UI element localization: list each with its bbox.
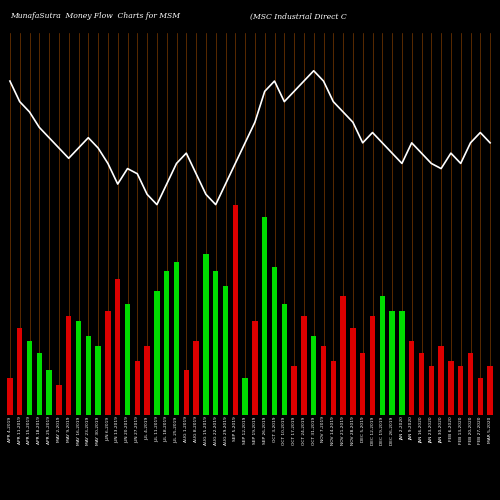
- Bar: [134, 360, 140, 415]
- Bar: [194, 341, 199, 415]
- Bar: [223, 286, 228, 415]
- Bar: [164, 272, 170, 415]
- Text: (MSC Industrial Direct C: (MSC Industrial Direct C: [250, 12, 347, 20]
- Bar: [203, 254, 208, 415]
- Bar: [154, 291, 160, 415]
- Bar: [174, 262, 179, 415]
- Bar: [428, 366, 434, 415]
- Bar: [144, 346, 150, 415]
- Bar: [311, 336, 316, 415]
- Bar: [27, 341, 32, 415]
- Bar: [458, 366, 464, 415]
- Bar: [242, 378, 248, 415]
- Bar: [340, 296, 346, 415]
- Bar: [115, 279, 120, 415]
- Bar: [213, 272, 218, 415]
- Bar: [488, 366, 493, 415]
- Bar: [448, 360, 454, 415]
- Bar: [380, 296, 385, 415]
- Bar: [56, 386, 62, 415]
- Bar: [7, 378, 12, 415]
- Bar: [272, 266, 277, 415]
- Bar: [76, 321, 81, 415]
- Bar: [232, 204, 238, 415]
- Bar: [399, 311, 404, 415]
- Bar: [282, 304, 287, 415]
- Bar: [478, 378, 483, 415]
- Bar: [438, 346, 444, 415]
- Bar: [370, 316, 375, 415]
- Bar: [292, 366, 297, 415]
- Bar: [262, 217, 268, 415]
- Bar: [105, 311, 110, 415]
- Bar: [468, 353, 473, 415]
- Bar: [350, 328, 356, 415]
- Bar: [419, 353, 424, 415]
- Bar: [184, 370, 189, 415]
- Text: MunafaSutra  Money Flow  Charts for MSM: MunafaSutra Money Flow Charts for MSM: [10, 12, 180, 20]
- Bar: [330, 360, 336, 415]
- Bar: [36, 353, 42, 415]
- Bar: [301, 316, 306, 415]
- Bar: [66, 316, 71, 415]
- Bar: [321, 346, 326, 415]
- Bar: [17, 328, 22, 415]
- Bar: [409, 341, 414, 415]
- Bar: [360, 353, 366, 415]
- Bar: [390, 311, 395, 415]
- Bar: [252, 321, 258, 415]
- Bar: [86, 336, 91, 415]
- Bar: [125, 304, 130, 415]
- Bar: [96, 346, 101, 415]
- Bar: [46, 370, 52, 415]
